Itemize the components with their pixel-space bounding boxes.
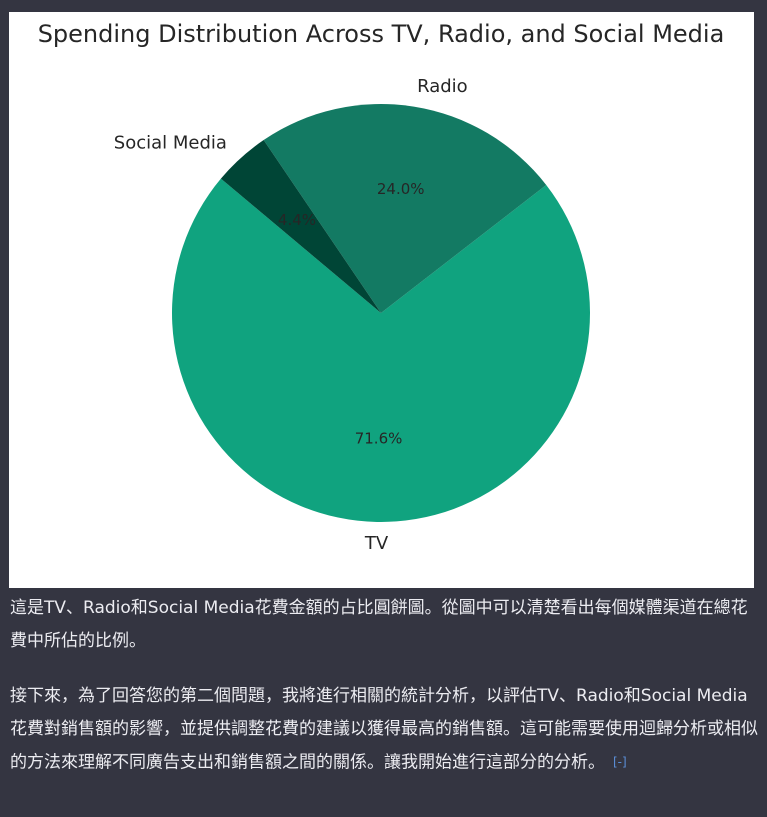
slice-label-social-media: Social Media [114,132,227,153]
pie-chart: Spending Distribution Across TV, Radio, … [38,20,725,554]
chart-title: Spending Distribution Across TV, Radio, … [38,20,725,48]
slice-percent-tv: 71.6% [355,429,403,447]
slice-label-radio: Radio [417,76,468,97]
message-paragraph-2: 接下來，為了回答您的第二個問題，我將進行相關的統計分析，以評估TV、Radio和… [10,680,758,780]
message-text-1: 這是TV、Radio和Social Media花費金額的占比圓餅圖。從圖中可以清… [10,598,748,651]
code-citation-link[interactable]: [-] [613,755,627,769]
slice-label-tv: TV [364,533,389,554]
message-text-2: 接下來，為了回答您的第二個問題，我將進行相關的統計分析，以評估TV、Radio和… [10,686,758,773]
pie-labels: TV 71.6% Radio 24.0% Social Media 4.4% [114,76,468,554]
pie-slice-tv [172,178,591,522]
pie-slices [172,103,591,522]
slice-percent-radio: 24.0% [377,180,425,198]
assistant-message: 這是TV、Radio和Social Media花費金額的占比圓餅圖。從圖中可以清… [10,592,758,802]
pie-slice-radio [263,103,547,313]
chart-card: Spending Distribution Across TV, Radio, … [9,12,754,588]
pie-slice-social-media [220,140,381,313]
message-paragraph-1: 這是TV、Radio和Social Media花費金額的占比圓餅圖。從圖中可以清… [10,592,758,658]
slice-percent-social-media: 4.4% [278,211,316,229]
